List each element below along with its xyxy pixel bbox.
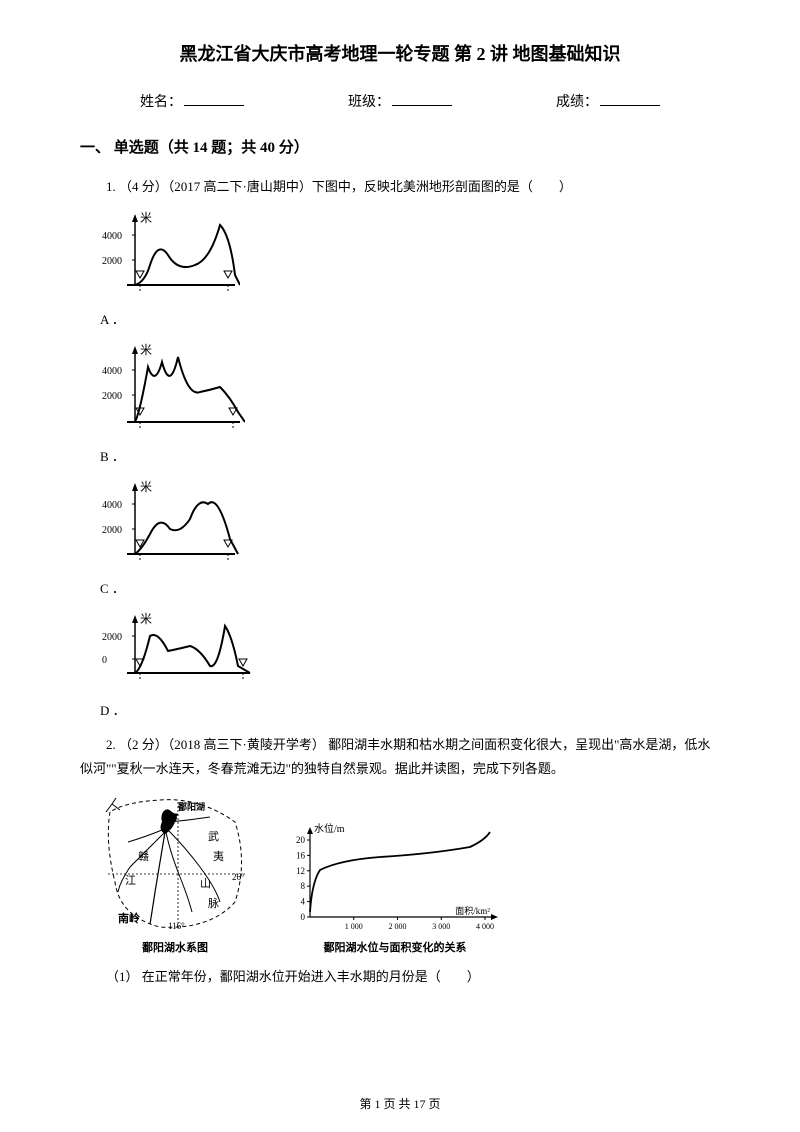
svg-text:8: 8 [301,881,306,891]
class-blank[interactable] [392,105,452,106]
score-field: 成绩： [556,91,660,111]
score-label: 成绩： [556,91,598,111]
svg-text:4 000: 4 000 [476,922,494,931]
question-2-sub1: （1） 在正常年份，鄱阳湖水位开始进入丰水期的月份是（ ） [80,965,720,988]
svg-text:鄱阳湖: 鄱阳湖 [177,801,205,812]
svg-text:2000: 2000 [102,256,122,267]
option-b-label: B ． [100,446,125,465]
svg-text:2000: 2000 [102,632,122,643]
svg-text:12: 12 [296,866,305,876]
option-c[interactable]: C ． [80,578,720,597]
chart-option-c: 米 4000 2000 [100,479,720,574]
option-d-label: D ． [100,700,126,719]
svg-text:16: 16 [296,851,306,861]
svg-text:2 000: 2 000 [389,922,407,931]
svg-text:面积/km²: 面积/km² [455,905,490,916]
class-field: 班级： [348,91,452,111]
relation-caption: 鄱阳湖水位与面积变化的关系 [280,939,510,955]
svg-text:脉: 脉 [208,896,219,910]
svg-text:0: 0 [301,912,306,922]
svg-text:夷: 夷 [213,850,224,863]
chart-option-b: 米 4000 2000 [100,342,720,442]
map-caption: 鄱阳湖水系图 [100,939,250,955]
option-c-label: C ． [100,578,125,597]
svg-text:2000: 2000 [102,391,122,402]
svg-text:赣: 赣 [138,849,149,863]
name-blank[interactable] [184,105,244,106]
option-a[interactable]: A ． [80,309,720,328]
question-2-figures: 鄱阳湖赣江 武夷山脉南岭 26° 116° 鄱阳湖水系图 水位/m 20 16 12 8 4 0 1… [100,792,720,955]
name-label: 姓名： [140,91,182,111]
option-a-label: A ． [100,309,125,328]
svg-text:4000: 4000 [102,231,122,242]
svg-text:武: 武 [208,830,219,843]
chart-option-a: 米 4000 2000 [100,210,720,305]
svg-text:水位/m: 水位/m [314,822,345,835]
svg-text:20: 20 [296,835,306,845]
page-footer: 第 1 页 共 17 页 [0,1095,800,1112]
svg-text:4000: 4000 [102,500,122,511]
svg-text:2000: 2000 [102,525,122,536]
svg-text:0: 0 [102,655,107,666]
svg-text:米: 米 [140,612,152,626]
option-b[interactable]: B ． [80,446,720,465]
score-blank[interactable] [600,105,660,106]
svg-text:1 000: 1 000 [345,922,363,931]
question-2-text: 2. （2 分）（2018 高三下·黄陵开学考） 鄱阳湖丰水期和枯水期之间面积变… [80,733,720,780]
page-title: 黑龙江省大庆市高考地理一轮专题 第 2 讲 地图基础知识 [80,40,720,66]
svg-text:南岭: 南岭 [118,911,140,925]
svg-text:山: 山 [200,877,211,890]
svg-text:116°: 116° [168,921,185,931]
class-label: 班级： [348,91,390,111]
svg-text:米: 米 [140,480,152,494]
map-figure: 鄱阳湖赣江 武夷山脉南岭 26° 116° 鄱阳湖水系图 [100,792,250,955]
option-d[interactable]: D ． [80,700,720,719]
chart-option-d: 米 2000 0 [100,611,720,696]
relation-chart: 水位/m2016128401 0002 0003 0004 000面积/km² … [280,822,510,955]
svg-text:米: 米 [140,343,152,357]
question-1-text: 1. （4 分）（2017 高二下·唐山期中）下图中，反映北美洲地形剖面图的是（… [80,175,720,198]
svg-text:3 000: 3 000 [432,922,450,931]
svg-text:26°: 26° [232,872,245,882]
svg-text:米: 米 [140,211,152,225]
section-header: 一、 单选题（共 14 题；共 40 分） [80,136,720,157]
name-field: 姓名： [140,91,244,111]
svg-text:江: 江 [125,874,136,887]
svg-text:4: 4 [301,897,306,907]
student-info-row: 姓名： 班级： 成绩： [80,91,720,111]
svg-text:4000: 4000 [102,366,122,377]
